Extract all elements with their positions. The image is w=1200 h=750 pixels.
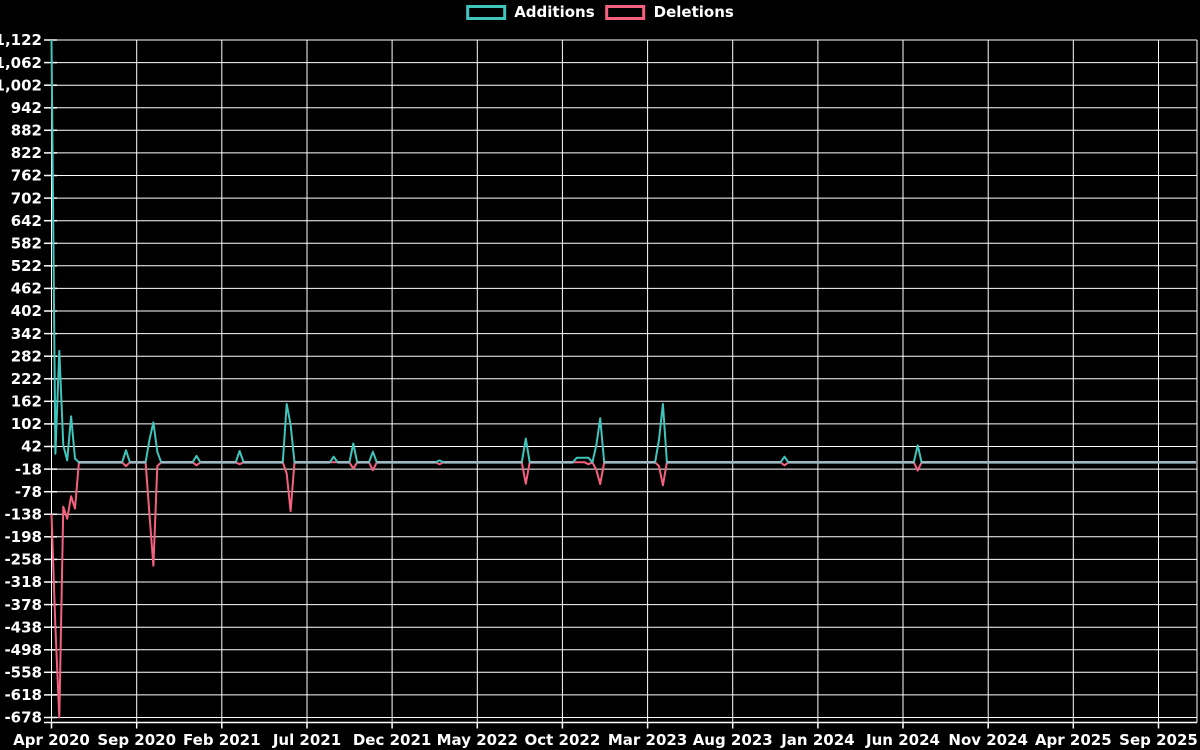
- svg-text:1,062: 1,062: [0, 54, 42, 72]
- svg-text:-318: -318: [4, 573, 42, 591]
- svg-text:Nov 2024: Nov 2024: [948, 731, 1028, 749]
- svg-text:162: 162: [11, 393, 42, 411]
- legend: Additions Deletions: [466, 5, 734, 20]
- svg-text:Oct 2022: Oct 2022: [525, 731, 601, 749]
- svg-text:282: 282: [11, 347, 42, 365]
- svg-text:102: 102: [11, 415, 42, 433]
- svg-text:Feb 2021: Feb 2021: [183, 731, 261, 749]
- svg-text:882: 882: [11, 122, 42, 140]
- axes-ticks: [44, 39, 1197, 729]
- svg-text:-618: -618: [4, 686, 42, 704]
- svg-text:822: 822: [11, 144, 42, 162]
- svg-text:222: 222: [11, 370, 42, 388]
- svg-text:342: 342: [11, 325, 42, 343]
- svg-text:May 2022: May 2022: [437, 731, 518, 749]
- svg-text:-498: -498: [4, 641, 42, 659]
- svg-text:522: 522: [11, 257, 42, 275]
- svg-text:Jan 2024: Jan 2024: [780, 731, 854, 749]
- svg-text:-378: -378: [4, 596, 42, 614]
- x-axis-labels: Apr 2020 Sep 2020 Feb 2021 Jul 2021 Dec 2021…: [13, 731, 1198, 749]
- legend-item-deletions[interactable]: Deletions: [605, 3, 734, 21]
- svg-text:-138: -138: [4, 506, 42, 524]
- svg-text:1,122: 1,122: [0, 31, 42, 49]
- svg-text:Aug 2023: Aug 2023: [693, 731, 773, 749]
- svg-text:-258: -258: [4, 551, 42, 569]
- gridlines: [51, 39, 1198, 723]
- legend-item-additions[interactable]: Additions: [466, 3, 595, 21]
- deletions-swatch-icon: [605, 5, 646, 20]
- svg-text:Dec 2021: Dec 2021: [353, 731, 432, 749]
- svg-text:-78: -78: [15, 483, 42, 501]
- svg-text:Apr 2020: Apr 2020: [13, 731, 90, 749]
- svg-text:402: 402: [11, 302, 42, 320]
- svg-text:642: 642: [11, 212, 42, 230]
- svg-text:Mar 2023: Mar 2023: [608, 731, 687, 749]
- svg-text:702: 702: [11, 189, 42, 207]
- svg-text:762: 762: [11, 167, 42, 185]
- additions-swatch-icon: [466, 5, 507, 20]
- svg-text:462: 462: [11, 280, 42, 298]
- svg-text:42: 42: [21, 438, 42, 456]
- legend-label-additions: Additions: [514, 3, 595, 21]
- y-axis-labels: 1,122 1,062 1,002 942 882 822 762 702 642 582 522 4…: [0, 31, 42, 727]
- legend-label-deletions: Deletions: [653, 3, 734, 21]
- svg-text:942: 942: [11, 99, 42, 117]
- svg-text:Apr 2025: Apr 2025: [1035, 731, 1112, 749]
- svg-text:-18: -18: [15, 460, 42, 478]
- svg-text:Jul 2021: Jul 2021: [272, 731, 341, 749]
- svg-text:-678: -678: [4, 709, 42, 727]
- svg-text:582: 582: [11, 234, 42, 252]
- svg-text:1,002: 1,002: [0, 76, 42, 94]
- svg-text:-558: -558: [4, 664, 42, 682]
- svg-text:-438: -438: [4, 618, 42, 636]
- svg-text:Sep 2025: Sep 2025: [1119, 731, 1198, 749]
- svg-text:Jun 2024: Jun 2024: [865, 731, 940, 749]
- svg-text:-198: -198: [4, 528, 42, 546]
- svg-text:Sep 2020: Sep 2020: [97, 731, 176, 749]
